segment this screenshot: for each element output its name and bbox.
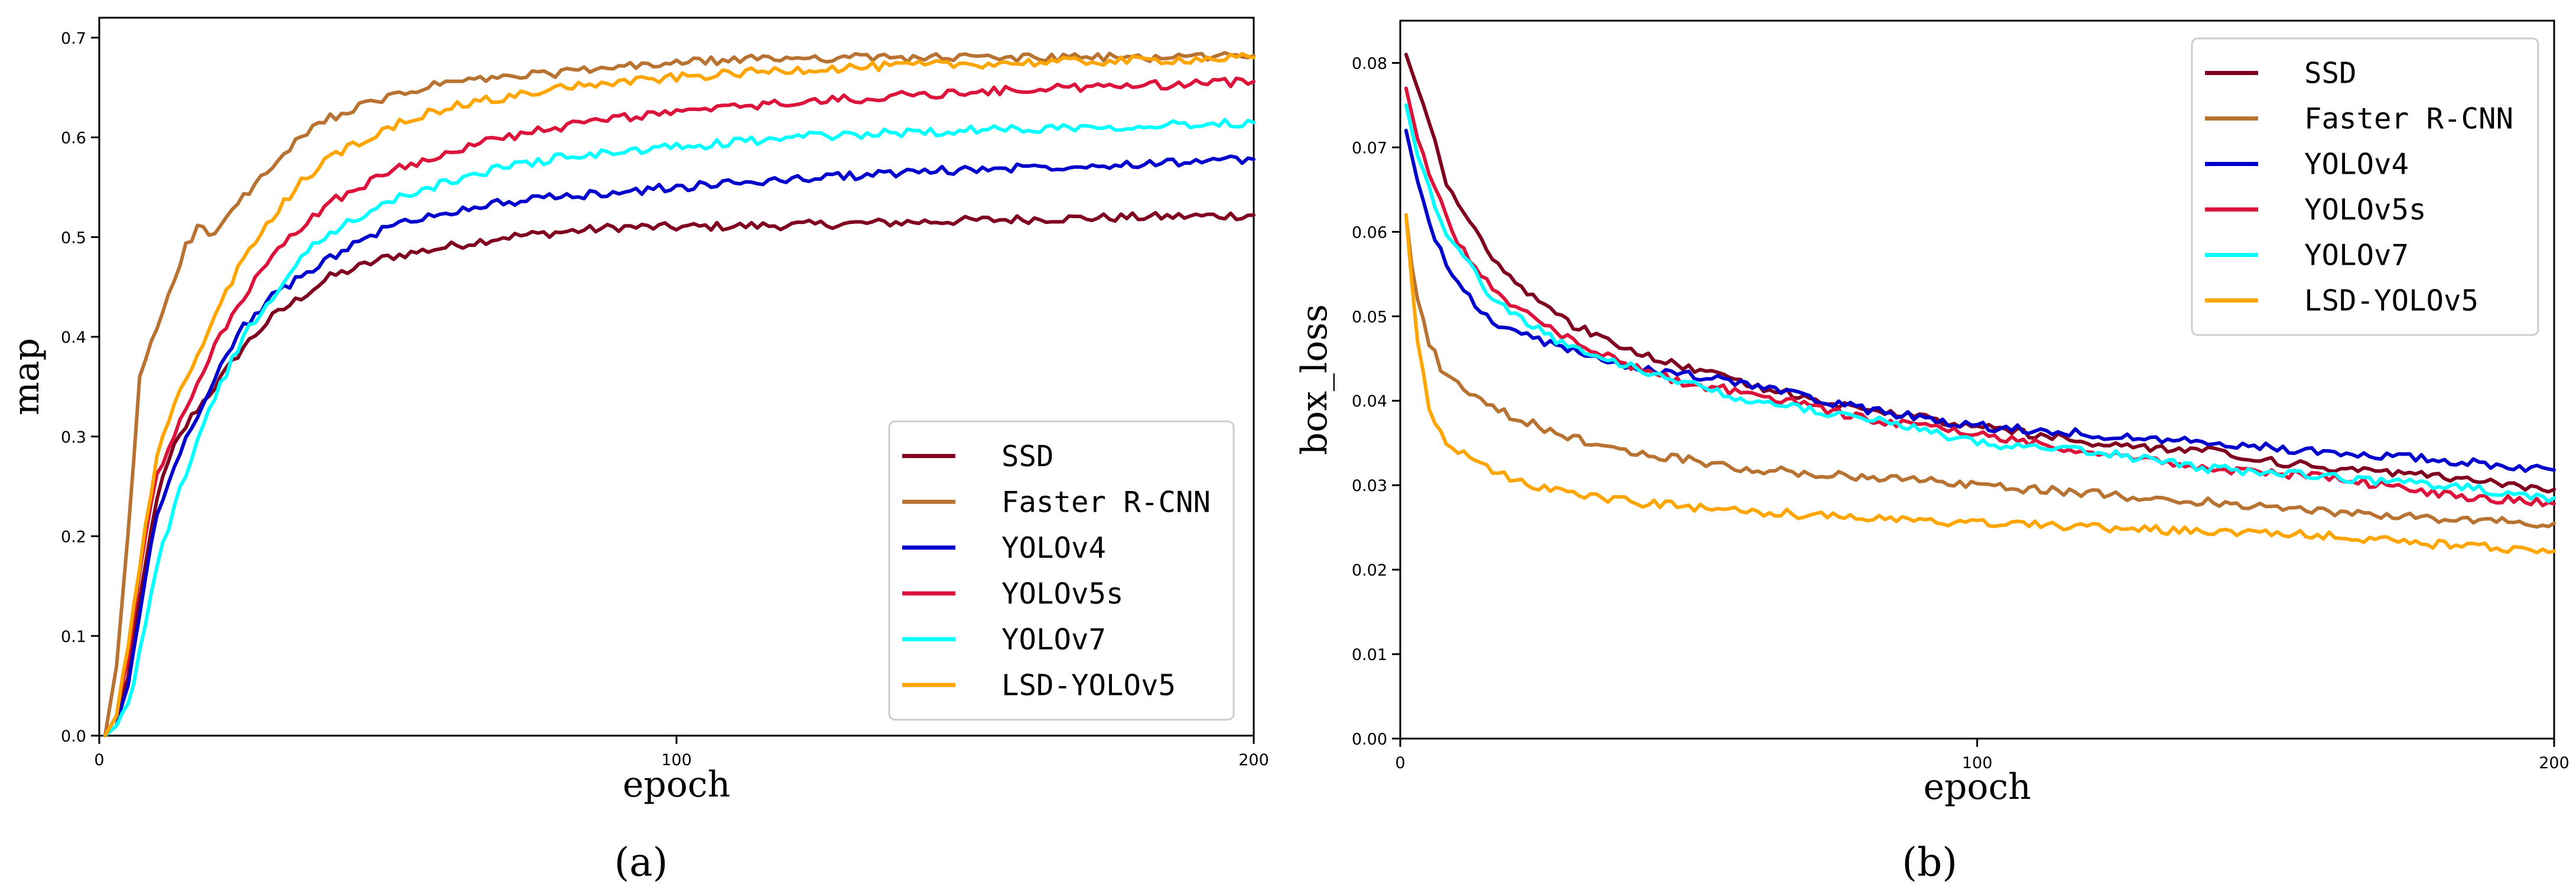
y-tick-label: 0.01: [1352, 646, 1387, 664]
y-tick-label: 0.7: [61, 30, 86, 48]
legend-entry: Faster R-CNN: [1001, 485, 1211, 519]
y-tick-label: 0.5: [61, 229, 86, 247]
y-tick-label: 0.6: [61, 129, 86, 148]
series-line-yolov7: [103, 118, 1256, 737]
y-tick-label: 0.3: [61, 428, 86, 447]
legend-entry: YOLOv5s: [1001, 577, 1124, 610]
legend-box: [2191, 37, 2539, 336]
y-tick-label: 0.05: [1352, 308, 1387, 326]
x-tick-label: 200: [2539, 754, 2570, 772]
x-tick-label: 100: [1962, 754, 1993, 772]
y-tick-label: 0.08: [1352, 54, 1387, 73]
series-line-yolov4: [103, 154, 1256, 737]
chart-panel-a: 0 100 200 0.0 0.1 0.2 0.3 0.4 0.5 0.6 0.7 epoch map (…: [6, 17, 1269, 885]
y-tick-label: 0.06: [1352, 223, 1387, 242]
y-tick-label: 0.1: [61, 628, 86, 646]
series-line-lsd-yolov5: [103, 52, 1256, 737]
x-tick-label: 0: [94, 751, 104, 769]
series-line-lsd-yolov5: [1404, 213, 2556, 555]
legend-entry: YOLOv7: [2304, 239, 2409, 272]
legend-entry: YOLOv4: [1001, 531, 1106, 565]
y-tick-label: 0.0: [61, 727, 86, 746]
legend-entry: YOLOv7: [1001, 623, 1106, 656]
y-tick-label: 0.03: [1352, 477, 1387, 495]
y-tick-label: 0.04: [1352, 392, 1387, 411]
x-tick-label: 0: [1395, 754, 1405, 772]
legend-entry: LSD-YOLOv5: [2304, 284, 2479, 318]
series-line-ssd: [1404, 53, 2556, 494]
legend-box: [888, 420, 1235, 721]
chart-panel-b: 0 100 200 0.00 0.01 0.02 0.03 0.04 0.05 0.06 0.07 0…: [1294, 19, 2570, 885]
legend-entry: YOLOv5s: [2304, 193, 2427, 227]
y-tick-label: 0.02: [1352, 561, 1387, 580]
legend-entry: LSD-YOLOv5: [1001, 668, 1176, 702]
y-axis-label: map: [6, 338, 47, 415]
x-tick-label: 100: [661, 751, 692, 769]
series-line-faster-r-cnn: [103, 51, 1256, 737]
y-tick-label: 0.07: [1352, 139, 1387, 157]
y-axis-label: box_loss: [1294, 304, 1335, 455]
legend-entry: YOLOv4: [2304, 148, 2409, 181]
x-axis-label: epoch: [623, 764, 730, 805]
panel-label: (a): [614, 840, 668, 885]
panel-label: (b): [1902, 840, 1957, 885]
legend-entry: SSD: [2304, 57, 2357, 90]
series-line-yolov5s: [103, 76, 1256, 737]
y-tick-label: 0.4: [61, 329, 86, 347]
series-line-faster-r-cnn: [1404, 213, 2556, 529]
series-line-ssd: [103, 211, 1256, 737]
series-line-yolov7: [1404, 103, 2556, 503]
y-tick-label: 0.2: [61, 528, 86, 547]
y-tick-label: 0.00: [1352, 730, 1387, 749]
x-tick-label: 200: [1238, 751, 1269, 769]
legend-entry: SSD: [1001, 440, 1054, 473]
series-line-yolov5s: [1404, 86, 2556, 508]
x-axis-label: epoch: [1923, 766, 2031, 808]
legend-entry: Faster R-CNN: [2304, 102, 2513, 136]
